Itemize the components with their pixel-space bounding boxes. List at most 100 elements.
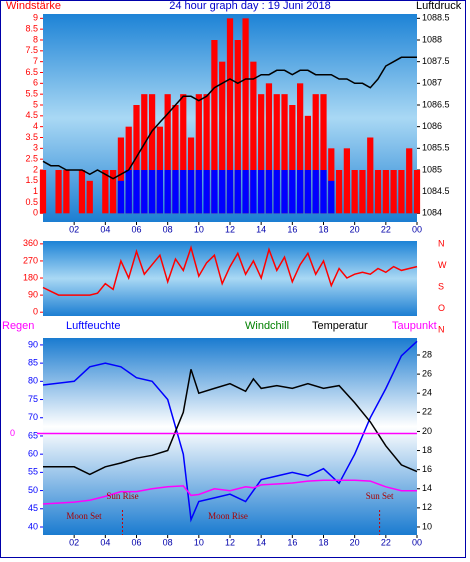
bar: [187, 170, 195, 214]
bar: [172, 105, 179, 214]
y-tick-label: 4: [33, 121, 38, 131]
bar: [281, 94, 288, 214]
bar: [148, 170, 156, 214]
bar: [250, 170, 257, 214]
bar: [265, 83, 273, 214]
bar: [312, 94, 319, 214]
bar: [242, 18, 249, 214]
bar: [78, 170, 86, 214]
x-tick-label: 04: [100, 537, 110, 547]
y-tick-label: 7: [33, 56, 38, 66]
series-line: [43, 369, 418, 476]
bar: [367, 137, 374, 214]
direction-label: W: [438, 260, 447, 270]
left-label: Windstärke: [6, 0, 61, 12]
bar: [86, 180, 93, 214]
x-tick-label: 12: [225, 224, 235, 234]
y2-tick-label: 24: [422, 388, 432, 398]
bar: [390, 170, 397, 214]
bar: [320, 94, 327, 214]
bar: [289, 170, 296, 214]
legend-windchill: Windchill: [245, 320, 289, 332]
direction-label: S: [438, 281, 444, 291]
y-tick-label: 3.5: [25, 132, 38, 142]
bar: [351, 170, 358, 214]
x-tick-label: 16: [287, 224, 297, 234]
bar: [335, 170, 343, 214]
y2-tick-label: 1086.5: [422, 99, 450, 109]
bar: [63, 170, 70, 214]
bar: [133, 105, 140, 214]
y-tick-label: 65: [28, 430, 38, 440]
y-tick-label: 6.5: [25, 67, 38, 77]
x-tick-label: 10: [194, 224, 204, 234]
chart-title: 24 hour graph day : 19 Juni 2018: [169, 0, 330, 12]
bar: [304, 115, 312, 214]
bar: [343, 148, 350, 214]
y-tick-label: 8: [33, 34, 38, 44]
direction-label: O: [438, 303, 445, 313]
y-tick-label: 1.5: [25, 175, 38, 185]
x-tick-label: 10: [194, 537, 204, 547]
bar: [219, 61, 226, 214]
y2-tick-label: 26: [422, 368, 432, 378]
y2-tick-label: 18: [422, 445, 432, 455]
bar: [258, 94, 265, 214]
rain-tick-label: 0: [10, 428, 15, 438]
y2-tick-label: 22: [422, 407, 432, 417]
y-tick-label: 6: [33, 78, 38, 88]
bar: [413, 170, 421, 214]
bar: [273, 94, 280, 214]
panel-direction: [43, 241, 417, 316]
series-line: [42, 245, 418, 296]
y-tick-label: 360: [23, 238, 38, 248]
bar: [281, 170, 288, 214]
x-tick-label: 08: [163, 537, 173, 547]
y-tick-label: 0: [33, 208, 38, 218]
bar: [110, 170, 117, 214]
y2-tick-label: 10: [422, 521, 432, 531]
y-tick-label: 45: [28, 503, 38, 513]
y-tick-label: 7.5: [25, 45, 38, 55]
bar: [164, 170, 171, 214]
bar: [328, 180, 335, 214]
x-tick-label: 20: [350, 224, 360, 234]
bar: [289, 105, 296, 214]
y2-tick-label: 1087: [422, 78, 442, 88]
x-tick-label: 22: [381, 537, 391, 547]
right-label: Luftdruck: [416, 0, 462, 12]
y-tick-label: 2.5: [25, 154, 38, 164]
legend-temperature: Temperatur: [312, 320, 368, 332]
bar: [312, 170, 319, 214]
y-tick-label: 50: [28, 485, 38, 495]
y2-tick-label: 1087.5: [422, 56, 450, 66]
y-tick-label: 80: [28, 376, 38, 386]
bar: [141, 94, 148, 214]
x-tick-label: 06: [131, 224, 141, 234]
y-tick-label: 55: [28, 467, 38, 477]
y-tick-label: 70: [28, 412, 38, 422]
y2-tick-label: 1088: [422, 34, 442, 44]
y-tick-label: 90: [28, 289, 38, 299]
y-tick-label: 4.5: [25, 110, 38, 120]
series-line: [42, 340, 418, 523]
legend-rain: Regen: [2, 320, 34, 332]
bar: [133, 170, 140, 214]
y2-tick-label: 1085.5: [422, 143, 450, 153]
bar: [374, 170, 382, 214]
y2-tick-label: 1085: [422, 164, 442, 174]
series-line: [42, 479, 417, 505]
bar: [117, 137, 125, 214]
y-tick-label: 3: [33, 143, 38, 153]
bar: [55, 170, 62, 214]
x-tick-label: 02: [69, 224, 79, 234]
bar: [203, 94, 210, 214]
bar: [195, 170, 202, 214]
x-tick-label: 02: [69, 537, 79, 547]
event-label: Moon Rise: [208, 511, 248, 521]
bar: [226, 18, 234, 214]
legend-dewpoint: Taupunkt: [392, 320, 437, 332]
bar: [265, 170, 273, 214]
bar: [297, 170, 304, 214]
